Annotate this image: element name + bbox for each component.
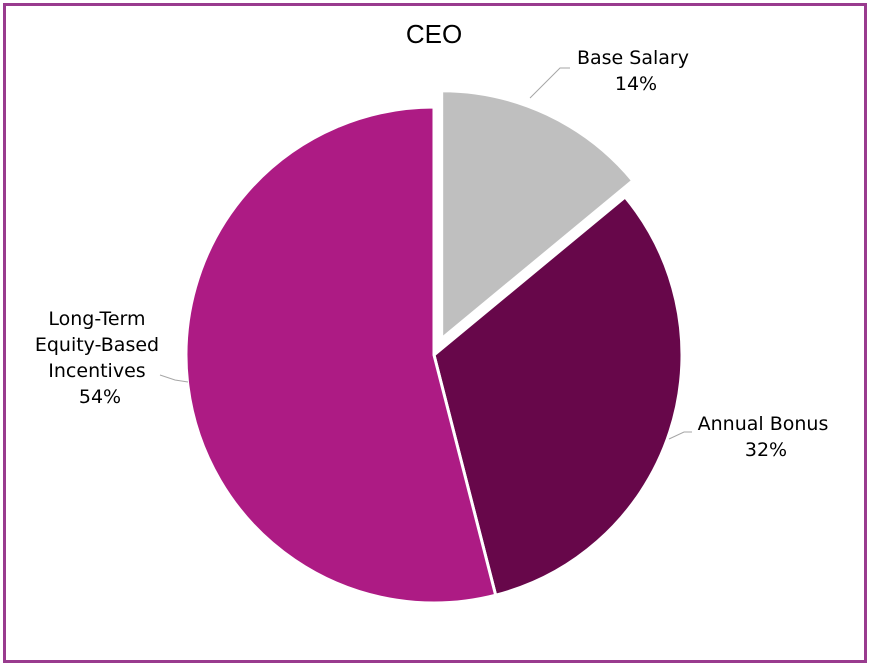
slice-label-base-salary: Base Salary 14% xyxy=(577,47,695,95)
slice-label-long-term-incentives: Long-Term Equity-Based Incentives 54% xyxy=(35,308,165,408)
pie-slice-annual-bonus[interactable] xyxy=(432,194,684,598)
value-label: 54% xyxy=(79,386,121,408)
label-line: Equity-Based xyxy=(35,334,159,356)
leader-line-annual-bonus xyxy=(668,431,692,440)
label-line: Annual Bonus xyxy=(698,413,829,435)
leader-line-long-term-incentives xyxy=(159,374,189,383)
value-label: 14% xyxy=(615,73,657,95)
label-line: Incentives xyxy=(48,360,145,382)
label-line: Base Salary xyxy=(577,47,689,69)
leader-line-base-salary xyxy=(529,67,570,99)
label-line: Long-Term xyxy=(48,308,145,330)
pie-slice-base-salary[interactable] xyxy=(440,89,635,342)
chart-title: CEO xyxy=(406,19,462,49)
slice-label-annual-bonus: Annual Bonus 32% xyxy=(698,413,835,461)
value-label: 32% xyxy=(745,439,787,461)
pie-slice-long-term-incentives[interactable] xyxy=(184,105,498,605)
